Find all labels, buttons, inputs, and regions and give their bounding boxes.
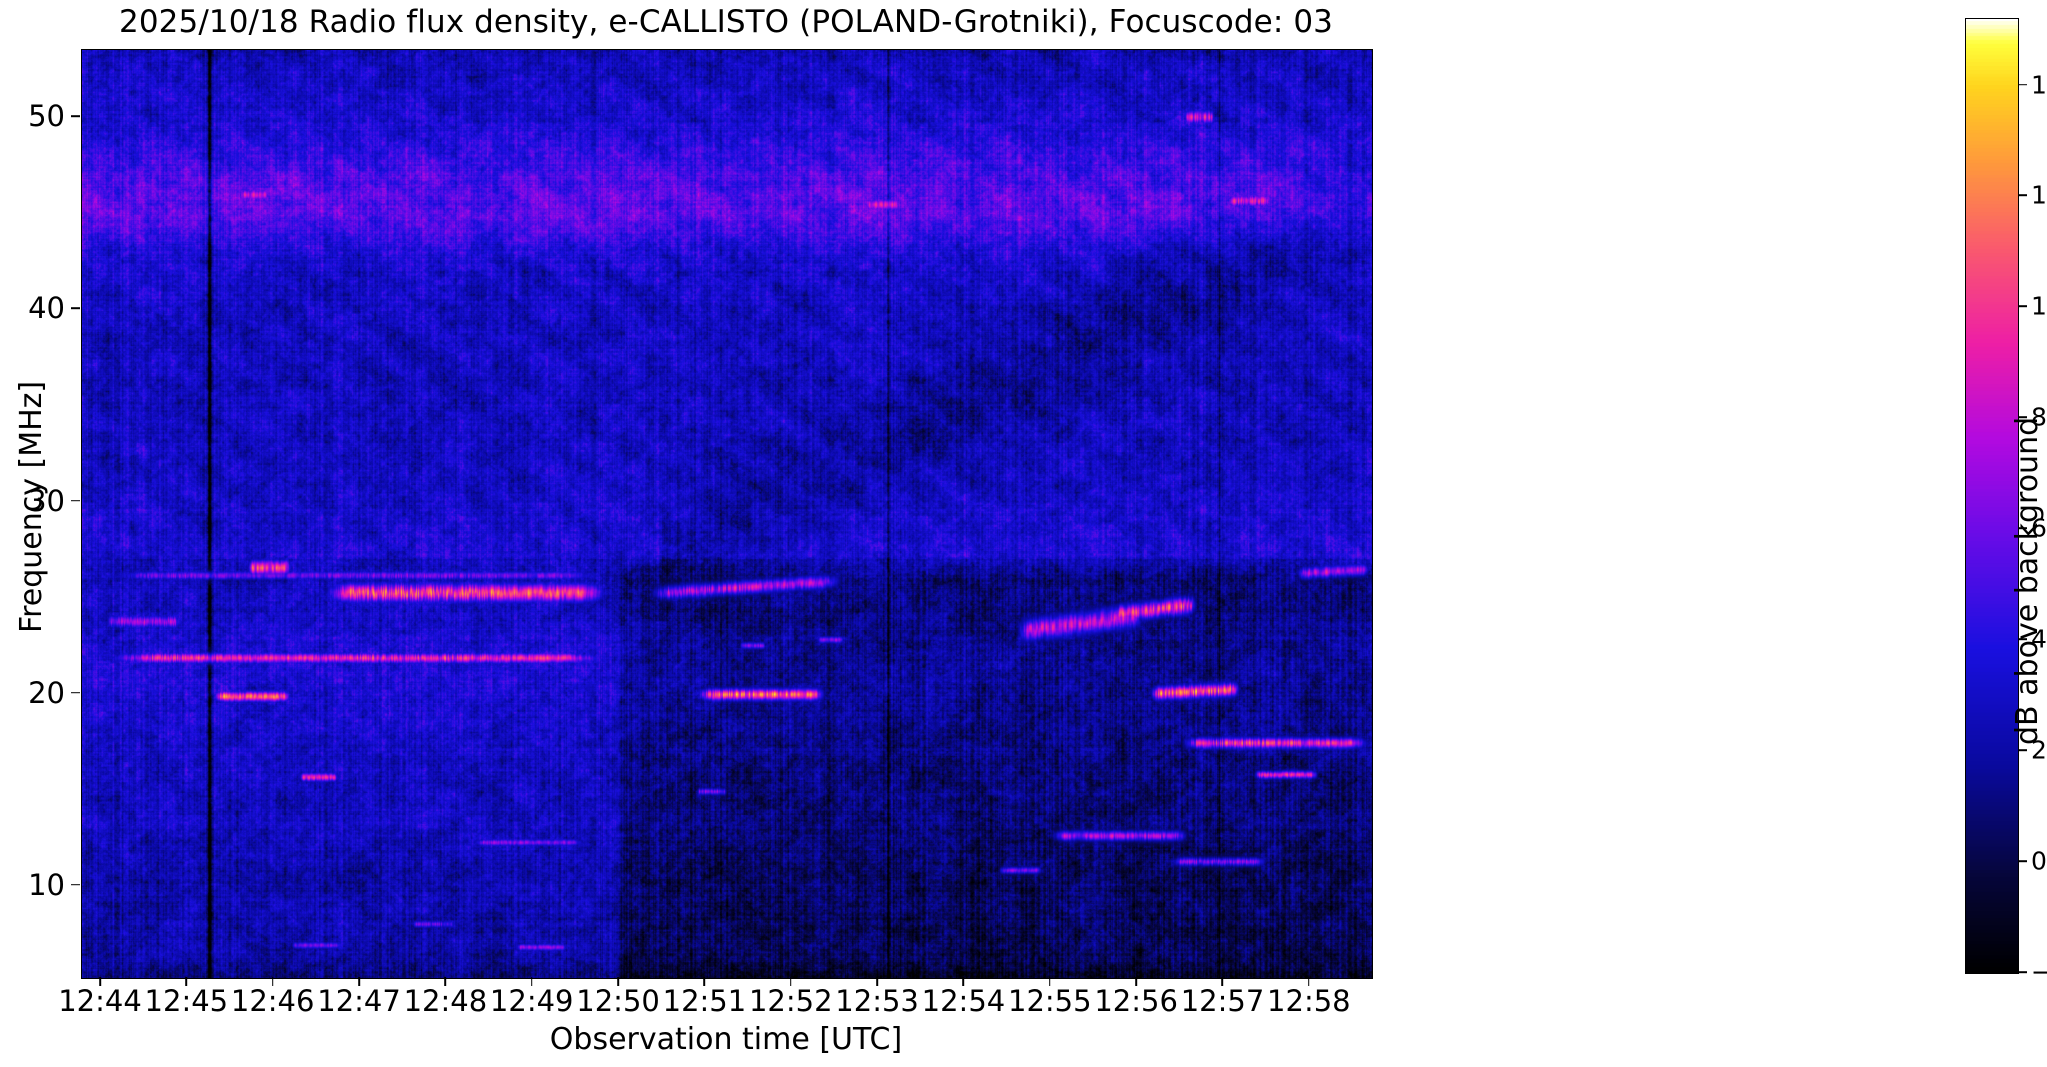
colorbar-tick-label: 4: [2031, 624, 2047, 654]
x-tick-label: 12:48: [403, 984, 488, 1018]
colorbar-tick-mark: [2018, 527, 2027, 530]
y-tick-label: 40: [28, 291, 65, 326]
colorbar-tick-mark: [2018, 416, 2027, 419]
x-tick-mark: [617, 977, 619, 986]
colorbar-tick-label: 6: [2031, 513, 2047, 543]
y-tick-mark: [71, 307, 80, 310]
x-tick-label: 12:56: [1094, 984, 1178, 1018]
y-axis-label: Frequency [MHz]: [14, 380, 49, 633]
x-tick-mark: [1135, 977, 1137, 986]
colorbar: [1965, 18, 2019, 974]
x-axis-label: Observation time [UTC]: [549, 1022, 903, 1057]
y-tick-mark: [71, 499, 80, 502]
x-tick-mark: [358, 977, 360, 986]
colorbar-tick-mark: [2018, 971, 2027, 973]
colorbar-tick-label: 14: [2031, 70, 2047, 100]
spectrogram-canvas: [82, 50, 1372, 978]
x-tick-mark: [876, 977, 878, 986]
chart-title: 2025/10/18 Radio flux density, e-CALLIST…: [119, 4, 1333, 40]
x-tick-mark: [962, 977, 965, 986]
colorbar-tick-label: 0: [2031, 846, 2047, 876]
y-tick-mark: [71, 115, 80, 118]
x-tick-mark: [703, 977, 706, 986]
x-tick-label: 12:47: [317, 984, 401, 1018]
colorbar-tick-mark: [2018, 194, 2027, 197]
x-tick-label: 12:51: [662, 984, 747, 1018]
colorbar-tick-mark: [2018, 638, 2027, 640]
x-tick-mark: [444, 977, 447, 986]
x-tick-mark: [789, 977, 792, 986]
x-tick-label: 12:50: [576, 984, 660, 1018]
colorbar-label: dB above background: [2010, 416, 2045, 745]
x-tick-label: 12:55: [1007, 984, 1092, 1018]
x-tick-label: 12:46: [230, 984, 315, 1018]
y-tick-mark: [71, 691, 80, 694]
colorbar-tick-mark: [2018, 83, 2027, 86]
x-tick-mark: [185, 977, 188, 986]
y-tick-label: 10: [28, 867, 65, 902]
x-tick-mark: [99, 977, 101, 986]
y-tick-label: 30: [28, 483, 65, 518]
x-tick-label: 12:58: [1267, 984, 1351, 1018]
x-tick-label: 12:45: [144, 984, 229, 1018]
x-tick-label: 12:49: [489, 984, 574, 1018]
x-tick-mark: [1048, 977, 1051, 986]
colorbar-tick-label: 8: [2031, 402, 2047, 432]
x-tick-mark: [530, 977, 533, 986]
x-tick-mark: [1221, 977, 1224, 986]
colorbar-tick-mark: [2018, 305, 2027, 308]
x-tick-mark: [1308, 977, 1310, 986]
x-tick-label: 12:44: [58, 984, 142, 1018]
colorbar-tick-label: 10: [2031, 291, 2047, 321]
x-tick-label: 12:52: [748, 984, 833, 1018]
y-tick-label: 50: [28, 99, 65, 134]
y-tick-mark: [71, 883, 80, 886]
x-tick-mark: [271, 977, 274, 986]
colorbar-tick-label: 2: [2031, 735, 2047, 765]
spectrogram-plot-area: [81, 49, 1373, 979]
colorbar-canvas: [1966, 19, 2018, 973]
x-tick-label: 12:53: [835, 984, 919, 1018]
colorbar-tick-label: 12: [2031, 180, 2047, 210]
colorbar-tick-mark: [2018, 749, 2027, 751]
x-tick-label: 12:57: [1180, 984, 1265, 1018]
colorbar-tick-label: −2: [2031, 957, 2047, 987]
x-tick-label: 12:54: [921, 984, 1006, 1018]
y-tick-label: 20: [28, 675, 65, 710]
colorbar-tick-mark: [2018, 860, 2027, 862]
